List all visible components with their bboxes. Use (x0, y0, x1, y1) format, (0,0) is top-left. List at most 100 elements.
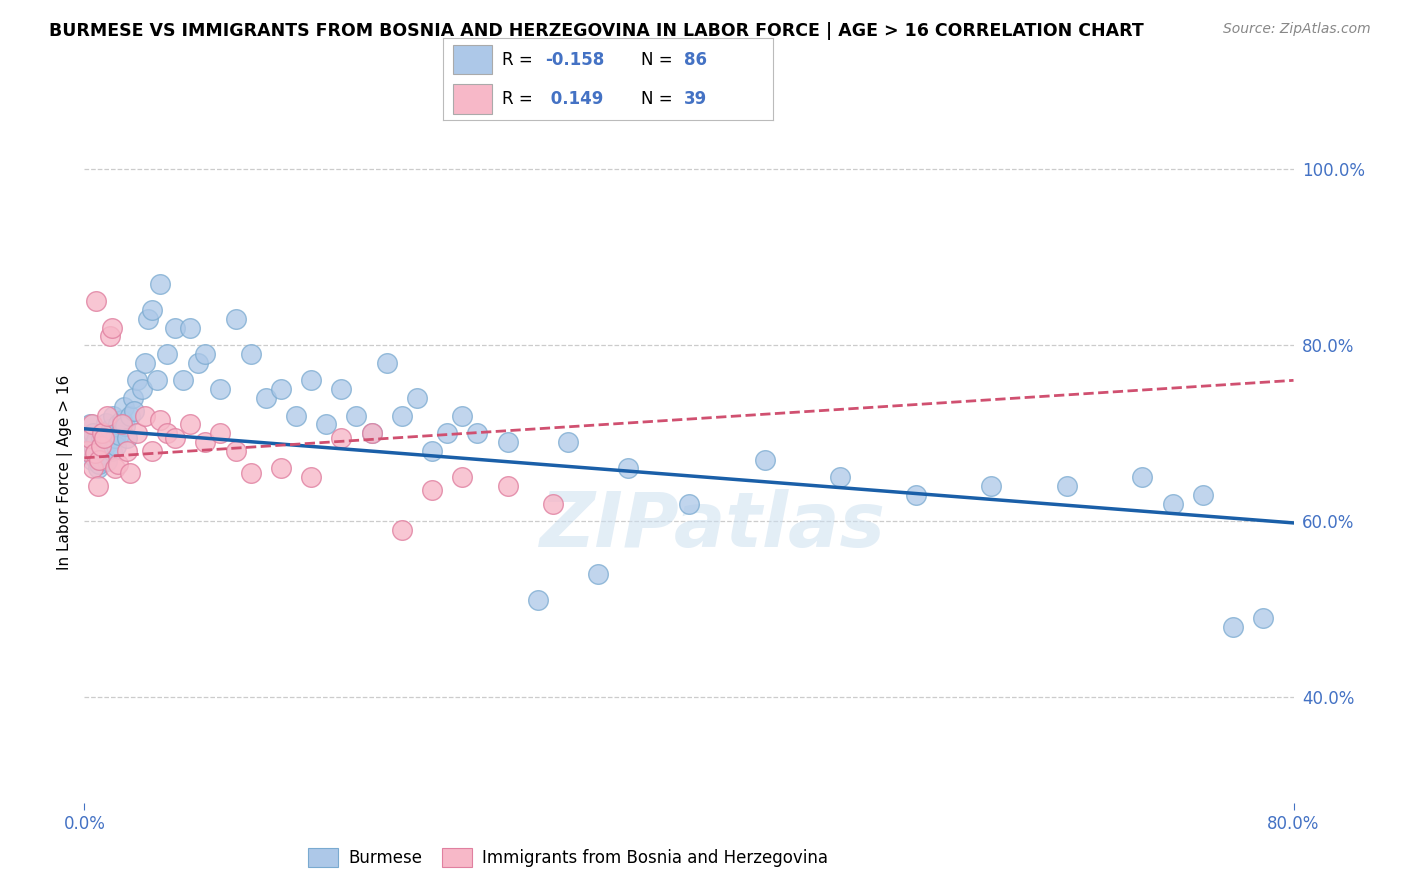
Point (391, 523, 413, 537)
Point (76, 443, 98, 458)
Point (830, 470, 852, 484)
Point (156, 426, 179, 441)
Text: 86: 86 (685, 51, 707, 69)
Point (134, 356, 156, 370)
Point (82, 426, 104, 441)
Point (285, 409, 308, 423)
Text: N =: N = (641, 51, 678, 69)
Text: R =: R = (502, 90, 538, 108)
Text: 39: 39 (685, 90, 707, 108)
Point (104, 461, 127, 475)
Point (146, 373, 169, 387)
Point (114, 419, 136, 434)
Text: BURMESE VS IMMIGRANTS FROM BOSNIA AND HERZEGOVINA IN LABOR FORCE | AGE > 16 CORR: BURMESE VS IMMIGRANTS FROM BOSNIA AND HE… (49, 22, 1144, 40)
Point (86, 448, 108, 462)
Point (107, 457, 129, 471)
Point (225, 311, 247, 326)
Point (89, 442, 111, 456)
Point (122, 404, 145, 418)
Point (115, 431, 138, 445)
Point (557, 434, 579, 449)
Point (678, 497, 700, 511)
Text: R =: R = (502, 51, 538, 69)
Point (1222, 620, 1244, 634)
Point (84, 436, 107, 450)
Point (527, 593, 550, 607)
Point (165, 320, 187, 334)
Point (98, 329, 121, 343)
Text: -0.158: -0.158 (546, 51, 605, 69)
Point (156, 347, 179, 361)
Point (87, 445, 110, 459)
Point (541, 497, 564, 511)
Point (127, 426, 149, 441)
Point (79, 417, 101, 432)
Point (90, 451, 112, 466)
Point (77, 431, 100, 445)
Point (617, 461, 640, 475)
Point (1056, 479, 1078, 493)
Point (82, 439, 104, 453)
Point (754, 452, 776, 467)
Point (330, 431, 353, 445)
Point (90, 439, 112, 453)
Point (115, 443, 138, 458)
Point (187, 356, 209, 370)
Point (980, 479, 1002, 493)
Text: ZIPatlas: ZIPatlas (540, 489, 886, 563)
Point (375, 356, 398, 370)
Point (179, 320, 201, 334)
Text: 0.149: 0.149 (546, 90, 603, 108)
Point (107, 417, 129, 432)
FancyBboxPatch shape (453, 85, 492, 114)
Point (346, 409, 368, 423)
Point (108, 428, 131, 442)
Point (436, 426, 458, 441)
Point (100, 320, 122, 334)
Point (112, 400, 135, 414)
Point (93, 441, 115, 455)
FancyBboxPatch shape (453, 45, 492, 74)
Point (239, 347, 262, 361)
Point (406, 391, 429, 405)
Point (194, 434, 217, 449)
Point (91, 447, 114, 461)
Point (149, 413, 172, 427)
Legend: Burmese, Immigrants from Bosnia and Herzegovina: Burmese, Immigrants from Bosnia and Herz… (301, 841, 835, 873)
Point (315, 417, 337, 432)
Point (451, 409, 474, 423)
Point (172, 373, 194, 387)
Point (299, 373, 322, 387)
Point (93, 431, 115, 445)
Point (86, 433, 108, 447)
Point (94, 416, 117, 430)
Y-axis label: In Labor Force | Age > 16: In Labor Force | Age > 16 (58, 376, 73, 570)
Point (451, 470, 474, 484)
Point (98, 422, 121, 436)
Point (496, 434, 519, 449)
Point (209, 426, 232, 441)
Point (121, 391, 143, 405)
Point (270, 461, 292, 475)
Point (86, 294, 108, 309)
Point (904, 488, 927, 502)
Point (93, 426, 115, 441)
Point (89, 457, 111, 471)
Point (1192, 488, 1215, 502)
Point (100, 443, 122, 458)
Point (96, 431, 118, 445)
Point (97, 434, 120, 449)
Point (209, 382, 232, 396)
Point (330, 382, 353, 396)
Point (111, 413, 134, 427)
Point (131, 382, 153, 396)
Point (467, 426, 489, 441)
Point (225, 443, 247, 458)
Point (89, 452, 111, 467)
Point (141, 302, 163, 317)
Point (179, 417, 201, 432)
Point (360, 426, 382, 441)
Point (87, 461, 110, 475)
Point (79, 431, 101, 445)
Point (588, 566, 610, 581)
